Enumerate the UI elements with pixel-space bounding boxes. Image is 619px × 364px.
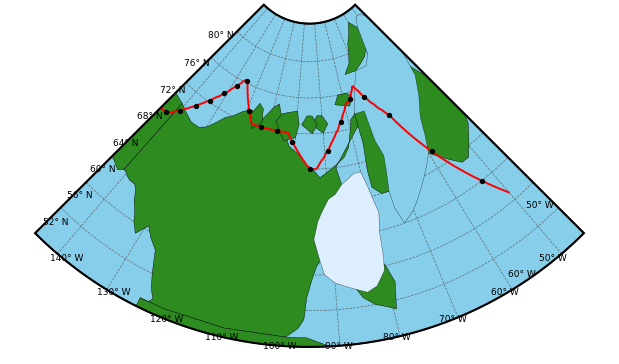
Polygon shape <box>106 298 491 364</box>
Point <box>272 128 282 134</box>
Text: 60° W: 60° W <box>491 288 519 297</box>
Polygon shape <box>58 47 182 170</box>
Point <box>477 178 487 183</box>
Text: 52° N: 52° N <box>43 218 69 227</box>
Text: 80° N: 80° N <box>208 31 233 40</box>
Polygon shape <box>355 14 428 223</box>
Point <box>167 56 176 62</box>
Point <box>287 139 297 145</box>
Point <box>167 40 177 46</box>
Text: 130° W: 130° W <box>97 288 131 297</box>
Point <box>335 119 345 125</box>
Point <box>359 94 369 99</box>
Text: 56° N: 56° N <box>67 191 92 201</box>
Polygon shape <box>314 172 384 292</box>
Text: 50° W: 50° W <box>526 201 554 210</box>
Polygon shape <box>335 93 352 106</box>
Text: 110° W: 110° W <box>206 333 239 342</box>
Polygon shape <box>301 116 318 134</box>
Text: 68° N: 68° N <box>137 112 162 121</box>
Text: 76° N: 76° N <box>184 59 209 68</box>
Point <box>242 78 252 84</box>
Text: 100° W: 100° W <box>263 343 297 351</box>
Text: 80° W: 80° W <box>383 333 411 342</box>
Text: 70° W: 70° W <box>439 315 467 324</box>
Point <box>220 90 230 96</box>
Polygon shape <box>251 103 263 128</box>
Polygon shape <box>357 57 469 162</box>
Point <box>191 103 201 108</box>
Point <box>245 108 254 114</box>
Text: 64° N: 64° N <box>113 139 139 147</box>
Text: 60° N: 60° N <box>90 165 116 174</box>
Point <box>157 86 167 92</box>
Polygon shape <box>312 115 327 133</box>
Point <box>232 83 242 89</box>
Point <box>256 124 266 130</box>
Text: 140° W: 140° W <box>50 254 83 263</box>
Point <box>205 98 215 103</box>
Text: 60° W: 60° W <box>508 270 536 279</box>
Point <box>322 148 332 154</box>
Polygon shape <box>345 22 366 75</box>
Text: 50° W: 50° W <box>539 254 566 263</box>
Point <box>426 149 436 154</box>
Point <box>150 41 160 47</box>
Point <box>161 71 171 77</box>
Point <box>175 108 185 114</box>
Point <box>173 42 183 48</box>
Text: 72° N: 72° N <box>160 86 186 95</box>
Point <box>384 112 394 118</box>
Polygon shape <box>276 111 299 141</box>
Polygon shape <box>124 103 397 337</box>
Text: 120° W: 120° W <box>150 315 183 324</box>
Point <box>345 96 355 102</box>
Point <box>305 166 314 172</box>
Point <box>155 101 165 107</box>
Polygon shape <box>35 5 584 347</box>
Polygon shape <box>355 86 408 194</box>
Point <box>161 109 171 115</box>
Text: 90° W: 90° W <box>325 343 353 351</box>
